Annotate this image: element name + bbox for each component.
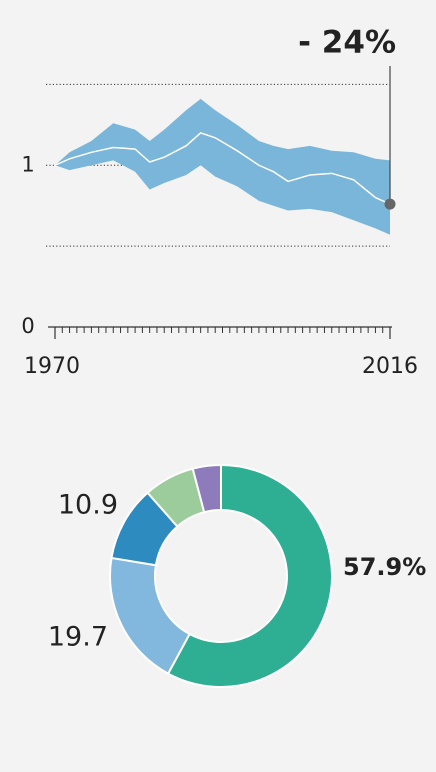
x-tick-label: 2016 [362,354,418,379]
annotation: - 24% [298,25,396,61]
confidence-band [55,98,390,235]
y-tick-label: 1 [21,152,34,176]
slice-label: 57.9% [343,553,426,581]
x-tick-label: 1970 [24,354,80,379]
y-tick-label: 0 [21,314,34,338]
index-line [54,132,391,205]
donut-slice [191,463,222,514]
donut-slice [166,463,333,688]
end-marker [384,198,396,210]
slice-label: 19.7 [48,622,108,653]
donut-slice [109,556,191,675]
slice-label: 10.9 [58,490,118,521]
